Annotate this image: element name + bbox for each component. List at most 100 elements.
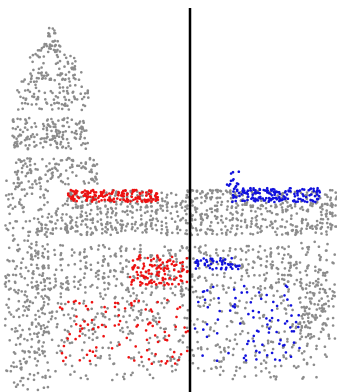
point: [20, 334, 23, 337]
point: [73, 286, 76, 289]
point: [116, 278, 119, 281]
point: [80, 213, 83, 216]
point: [102, 335, 105, 338]
point: [165, 217, 168, 220]
point: [65, 277, 68, 280]
point: [258, 311, 261, 314]
point: [46, 129, 49, 132]
point: [85, 147, 88, 150]
point: [26, 388, 29, 391]
point: [306, 345, 309, 348]
point: [156, 271, 159, 274]
point: [266, 189, 269, 192]
point: [86, 92, 89, 95]
point: [159, 264, 162, 267]
point: [152, 258, 155, 261]
point: [205, 233, 208, 236]
point: [295, 327, 298, 330]
point: [33, 93, 36, 96]
point: [222, 358, 225, 361]
point: [133, 248, 136, 251]
point: [310, 202, 313, 205]
point: [47, 386, 50, 389]
point: [50, 318, 53, 321]
point: [320, 214, 323, 217]
point: [34, 122, 37, 125]
point: [267, 342, 270, 345]
point: [51, 138, 54, 141]
point: [210, 221, 213, 224]
point: [260, 370, 263, 373]
point: [290, 355, 293, 358]
point: [85, 305, 88, 308]
point: [12, 234, 15, 237]
point: [259, 294, 262, 297]
point: [65, 213, 68, 216]
point: [246, 226, 249, 229]
point: [271, 309, 274, 312]
point: [75, 200, 78, 203]
point: [59, 244, 62, 247]
point: [63, 96, 66, 99]
point: [14, 205, 17, 208]
point: [132, 275, 135, 278]
point: [35, 244, 38, 247]
point: [317, 271, 320, 274]
point: [281, 246, 284, 249]
point: [79, 133, 82, 136]
point: [129, 295, 132, 298]
point: [181, 304, 184, 307]
point: [250, 301, 253, 304]
point: [217, 318, 220, 321]
point: [255, 350, 258, 353]
point: [101, 324, 104, 327]
point: [301, 247, 304, 250]
point: [27, 103, 30, 106]
point: [240, 278, 243, 281]
point: [64, 203, 67, 206]
point: [288, 269, 291, 272]
point: [301, 306, 304, 309]
point: [111, 347, 114, 350]
point: [198, 250, 201, 253]
point: [41, 376, 44, 379]
point: [65, 159, 68, 162]
point: [306, 267, 309, 270]
point: [25, 266, 28, 269]
point: [172, 260, 175, 263]
point: [74, 338, 77, 341]
point: [325, 230, 328, 233]
point: [171, 370, 174, 373]
point: [247, 332, 250, 335]
point: [63, 314, 66, 317]
point: [254, 189, 257, 192]
point: [100, 212, 103, 215]
point: [157, 313, 160, 316]
point: [91, 339, 94, 342]
point: [247, 340, 250, 343]
point: [15, 365, 18, 368]
point: [181, 206, 184, 209]
point: [260, 213, 263, 216]
point: [256, 215, 259, 218]
point: [21, 160, 24, 163]
point: [22, 227, 25, 230]
point: [281, 274, 284, 277]
point: [140, 271, 143, 274]
point: [66, 229, 69, 232]
point: [54, 278, 57, 281]
point: [43, 304, 46, 307]
point: [51, 311, 54, 314]
point: [32, 54, 35, 57]
point: [137, 196, 140, 199]
point: [286, 338, 289, 341]
point: [31, 338, 34, 341]
point: [331, 213, 334, 216]
point: [125, 247, 128, 250]
point: [68, 71, 71, 74]
point: [252, 310, 255, 313]
point: [21, 171, 24, 174]
point: [234, 297, 237, 300]
point: [73, 370, 76, 373]
point: [129, 200, 132, 203]
